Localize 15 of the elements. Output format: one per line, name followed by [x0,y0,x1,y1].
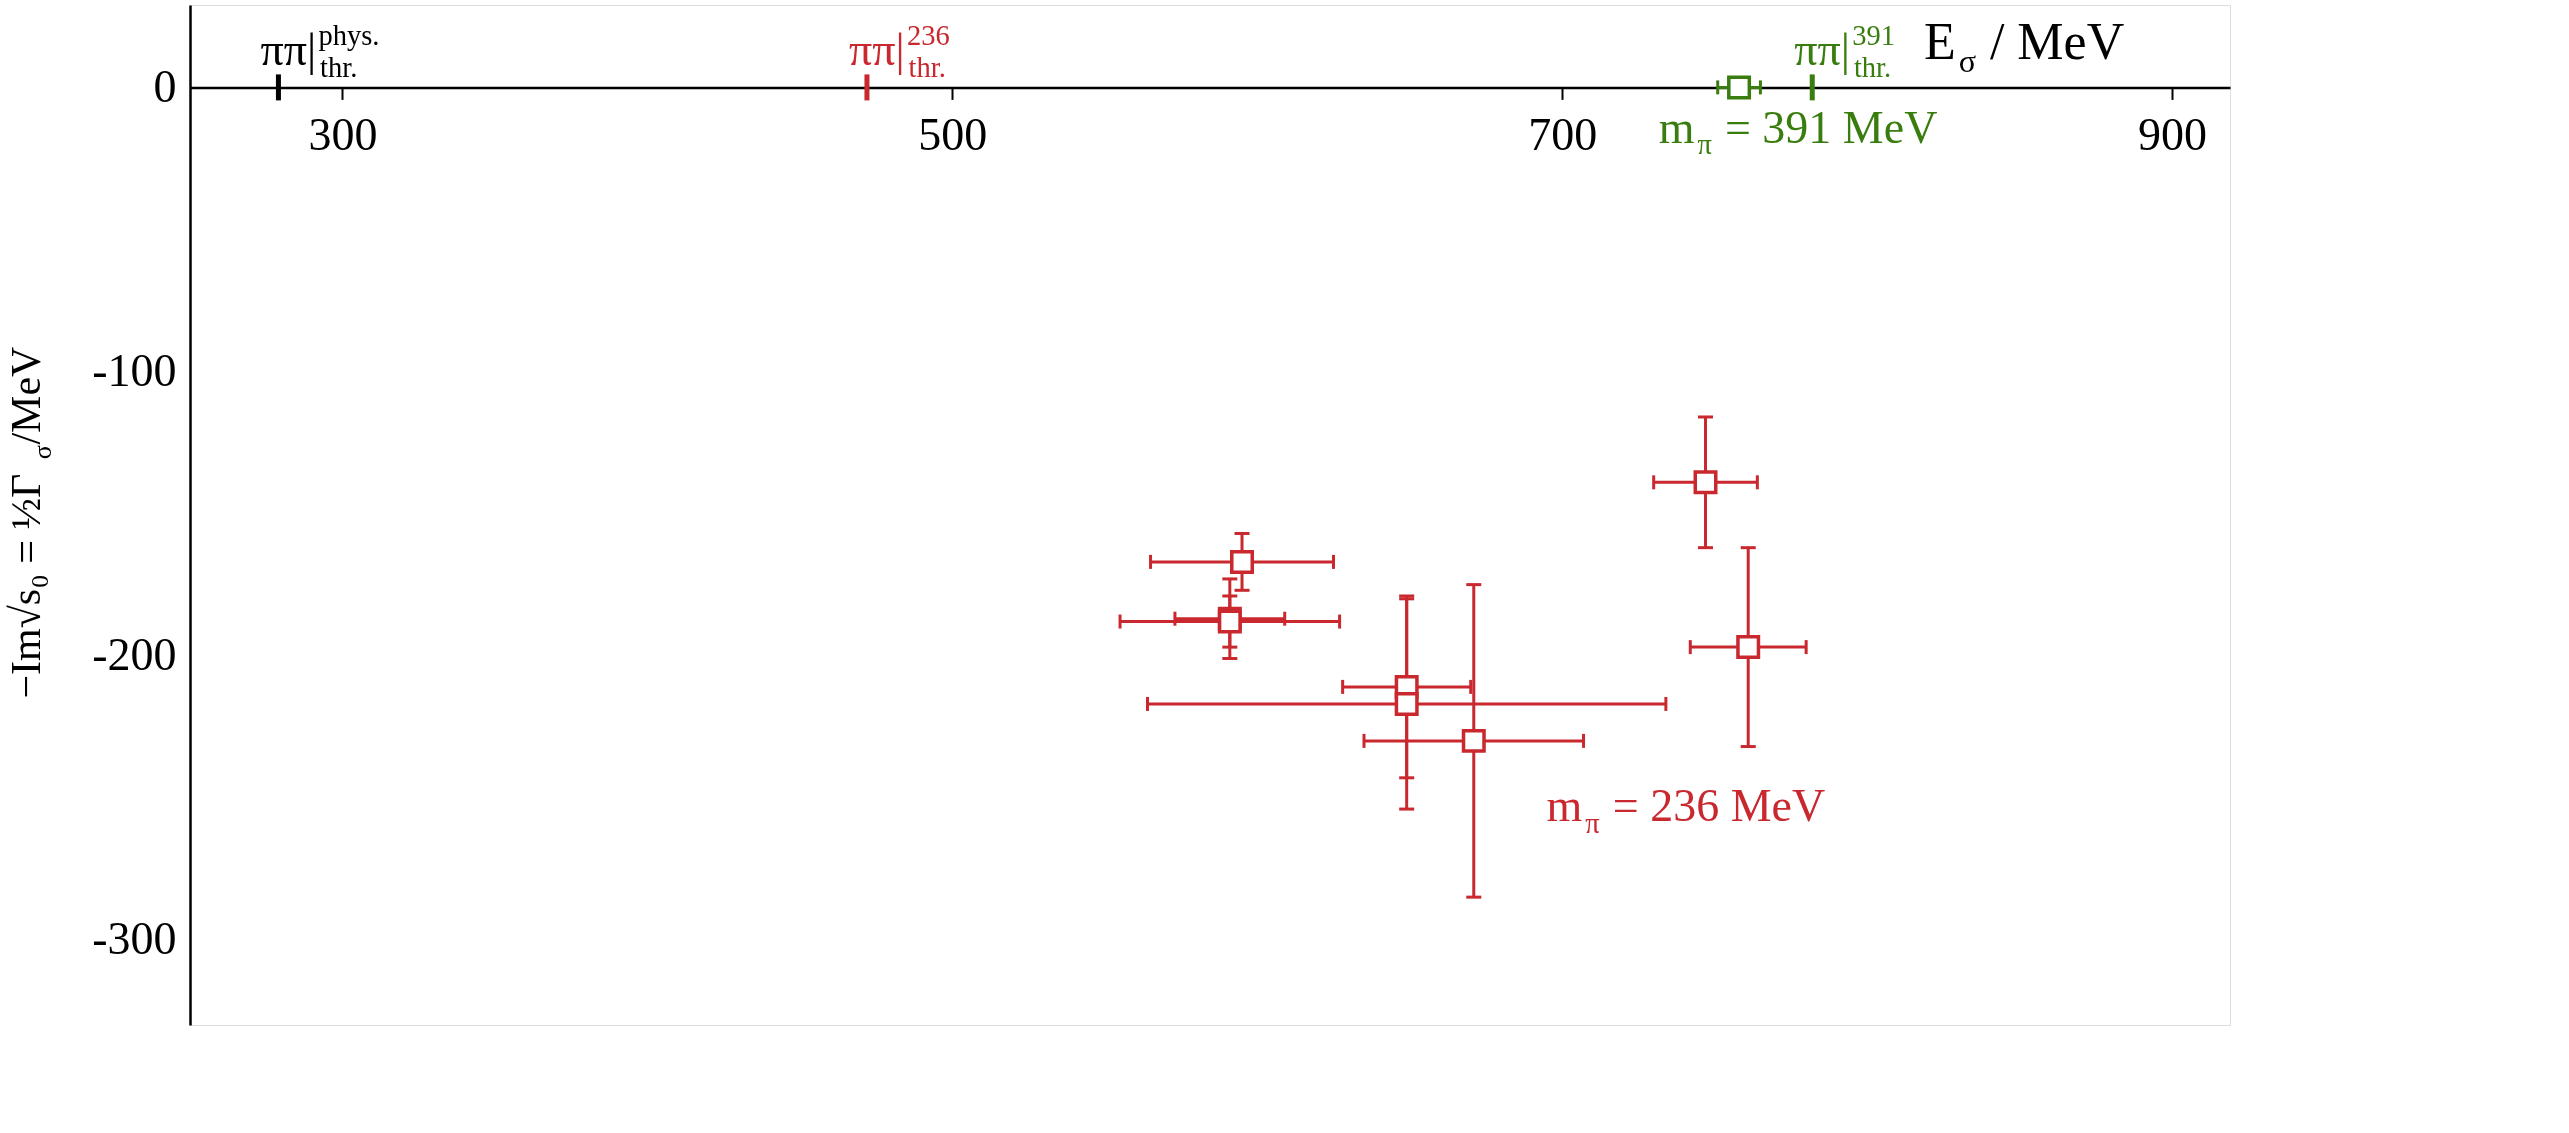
point [1727,75,1752,100]
x-tick-label: 500 [918,108,988,160]
point [1461,728,1486,753]
y-tick-label: -200 [92,629,177,681]
x-tick-label: 900 [2138,108,2208,160]
x-tick-label: 700 [1528,108,1598,160]
point [1693,470,1718,495]
point [1736,635,1761,660]
point [1394,691,1419,716]
y-tick-label: -100 [92,345,177,397]
x-tick-label: 300 [308,108,378,160]
y-axis-title: −Im√s₀ = ½Γσ/MeV [3,346,57,699]
point [1230,549,1255,574]
y-tick-label: -300 [92,913,177,965]
y-tick-label: 0 [153,60,177,112]
